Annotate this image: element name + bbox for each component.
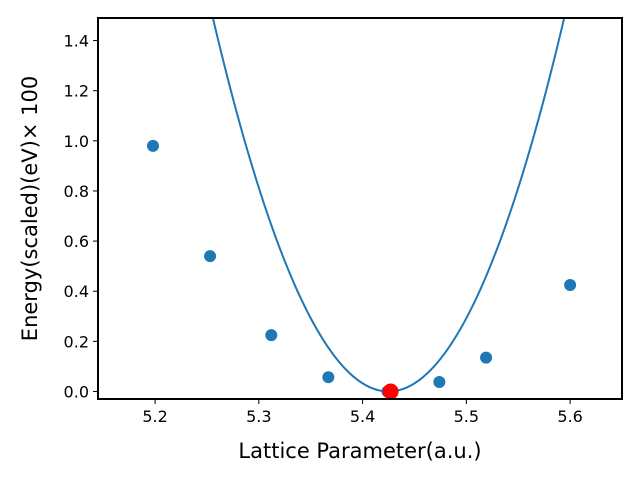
data-point: [322, 371, 335, 384]
data-point: [480, 351, 493, 364]
data-points: [146, 139, 577, 398]
plot-frame: [97, 17, 623, 400]
y-tick-label: 0.6: [64, 232, 89, 251]
y-tick-label: 1.4: [64, 32, 89, 51]
y-tick-label: 0.0: [64, 382, 89, 401]
y-axis-label: Energy(scaled)(eV)× 100: [18, 76, 42, 341]
x-tick-label: 5.4: [350, 407, 375, 426]
data-point: [433, 375, 446, 388]
data-point: [564, 278, 577, 291]
x-tick-label: 5.3: [246, 407, 271, 426]
y-tick-label: 0.2: [64, 332, 89, 351]
y-tick-label: 0.4: [64, 282, 89, 301]
y-tick-label: 1.2: [64, 82, 89, 101]
y-tick-label: 1.0: [64, 132, 89, 151]
data-point: [204, 250, 217, 263]
data-point: [265, 329, 278, 342]
fit-curve-line: [211, 18, 566, 393]
y-tick-label: 0.8: [64, 182, 89, 201]
y-axis-ticks: 0.0 0.2 0.4 0.6 0.8 1.0 1.2 1.4: [64, 32, 98, 401]
data-point: [146, 139, 159, 152]
minimum-marker: [382, 383, 399, 399]
plot-area: [146, 18, 577, 399]
x-tick-label: 5.6: [557, 407, 582, 426]
x-tick-label: 5.5: [454, 407, 479, 426]
x-axis-ticks: 5.2 5.3 5.4 5.5 5.6: [142, 399, 583, 426]
minimum-point: [382, 383, 399, 399]
x-axis-label: Lattice Parameter(a.u.): [238, 439, 481, 463]
x-tick-label: 5.2: [142, 407, 167, 426]
